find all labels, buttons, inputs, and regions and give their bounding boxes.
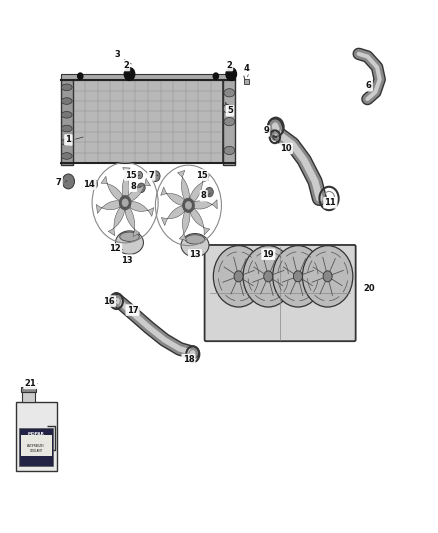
Circle shape — [273, 246, 323, 307]
Circle shape — [293, 271, 303, 282]
Text: 6: 6 — [366, 81, 372, 90]
Circle shape — [183, 198, 194, 212]
Circle shape — [122, 199, 128, 206]
Text: MOPAR: MOPAR — [28, 432, 45, 437]
Polygon shape — [190, 208, 210, 235]
Polygon shape — [177, 171, 190, 199]
Circle shape — [302, 246, 353, 307]
Polygon shape — [194, 200, 217, 209]
Text: 8: 8 — [130, 182, 136, 191]
FancyBboxPatch shape — [205, 245, 356, 341]
Ellipse shape — [224, 88, 235, 97]
Ellipse shape — [61, 98, 72, 104]
Ellipse shape — [181, 233, 209, 257]
Bar — [16, 402, 57, 471]
Ellipse shape — [116, 231, 144, 254]
Ellipse shape — [61, 111, 72, 118]
Text: 4: 4 — [244, 64, 250, 73]
Circle shape — [120, 196, 131, 209]
Circle shape — [226, 68, 237, 80]
Polygon shape — [125, 208, 140, 237]
Bar — [21, 386, 35, 392]
Ellipse shape — [185, 235, 205, 244]
Text: 10: 10 — [280, 144, 292, 153]
Polygon shape — [108, 207, 125, 236]
Circle shape — [62, 174, 74, 189]
Text: 2: 2 — [123, 61, 129, 70]
Bar — [61, 74, 235, 80]
Circle shape — [223, 104, 230, 113]
Circle shape — [151, 171, 160, 181]
Ellipse shape — [61, 84, 72, 91]
Polygon shape — [161, 206, 184, 225]
Polygon shape — [122, 167, 130, 196]
Text: 8: 8 — [201, 191, 207, 200]
Text: 3: 3 — [115, 51, 120, 59]
Circle shape — [124, 68, 135, 80]
Circle shape — [138, 183, 145, 192]
Text: 12: 12 — [109, 245, 121, 254]
Text: 16: 16 — [103, 296, 115, 305]
Polygon shape — [179, 212, 190, 240]
Ellipse shape — [61, 152, 72, 159]
Polygon shape — [130, 201, 154, 216]
Circle shape — [213, 73, 219, 79]
Circle shape — [264, 271, 273, 282]
Text: ANTIFREEZE/: ANTIFREEZE/ — [28, 444, 45, 448]
Circle shape — [205, 187, 213, 197]
Bar — [223, 78, 235, 165]
Text: 15: 15 — [196, 171, 208, 180]
Text: 2: 2 — [226, 61, 232, 70]
Bar — [19, 427, 53, 466]
Text: 13: 13 — [189, 251, 201, 260]
Text: 21: 21 — [25, 379, 36, 388]
Polygon shape — [161, 187, 184, 205]
Text: 15: 15 — [125, 171, 137, 180]
Bar — [22, 392, 35, 402]
Polygon shape — [101, 176, 123, 200]
Bar — [73, 80, 223, 163]
Text: COOLANT: COOLANT — [30, 449, 43, 453]
Circle shape — [243, 246, 293, 307]
Polygon shape — [190, 175, 208, 201]
Polygon shape — [128, 179, 151, 201]
Text: 17: 17 — [127, 305, 138, 314]
Ellipse shape — [224, 147, 235, 155]
Ellipse shape — [61, 139, 72, 146]
Text: 18: 18 — [183, 355, 194, 364]
Ellipse shape — [120, 232, 139, 241]
Text: 19: 19 — [262, 250, 274, 259]
Text: 20: 20 — [364, 284, 375, 293]
Text: 1: 1 — [65, 135, 71, 144]
Circle shape — [234, 271, 243, 282]
Circle shape — [90, 179, 98, 189]
Text: 5: 5 — [227, 106, 233, 115]
Circle shape — [78, 73, 83, 79]
Text: 9: 9 — [263, 126, 269, 135]
Bar — [61, 78, 73, 165]
Bar — [21, 435, 52, 456]
Text: 13: 13 — [120, 256, 132, 264]
Circle shape — [213, 246, 264, 307]
Ellipse shape — [61, 125, 72, 132]
Text: 7: 7 — [148, 171, 154, 180]
Polygon shape — [96, 201, 120, 213]
Bar — [244, 79, 249, 84]
Text: 7: 7 — [56, 178, 62, 187]
Circle shape — [203, 172, 209, 179]
Text: 11: 11 — [325, 198, 336, 207]
Text: 14: 14 — [84, 180, 95, 189]
Circle shape — [137, 171, 143, 179]
Circle shape — [323, 271, 332, 282]
Circle shape — [185, 201, 191, 209]
Ellipse shape — [224, 117, 235, 126]
